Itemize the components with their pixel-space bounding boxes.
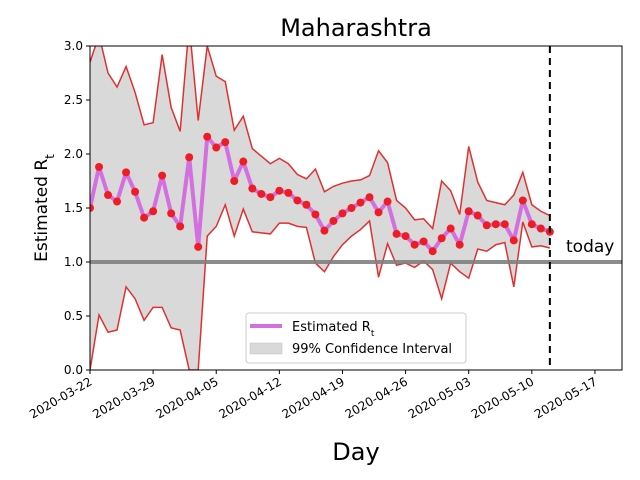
- estimate-point: [356, 198, 365, 207]
- today-label: today: [566, 237, 614, 257]
- estimate-point: [401, 232, 410, 241]
- y-axis-label-main: Estimated R: [32, 159, 52, 262]
- estimate-point: [239, 157, 248, 166]
- y-tick-label: 0.5: [64, 309, 83, 323]
- estimate-point: [536, 224, 545, 233]
- y-tick-label: 3.0: [64, 39, 83, 53]
- estimate-point: [90, 204, 94, 212]
- estimate-point: [518, 196, 527, 205]
- x-tick-label: 2020-03-22: [27, 374, 94, 421]
- estimate-point: [437, 234, 446, 243]
- ci-band: [90, 46, 550, 370]
- estimate-point: [131, 187, 140, 196]
- estimate-point: [338, 209, 347, 218]
- estimate-point: [320, 226, 329, 235]
- estimate-point: [140, 213, 149, 222]
- estimate-point: [185, 153, 194, 162]
- x-tick-label: 2020-04-05: [153, 374, 220, 421]
- estimate-point: [122, 168, 131, 177]
- estimate-point: [392, 229, 401, 238]
- legend-box: [245, 312, 467, 364]
- estimate-point: [491, 220, 500, 229]
- estimate-point: [419, 237, 428, 246]
- estimate-point: [347, 204, 356, 212]
- estimate-point: [194, 242, 203, 251]
- x-tick-label: 2020-03-29: [90, 374, 157, 421]
- estimate-point: [527, 220, 536, 229]
- y-axis-label: Estimated Rt: [32, 154, 57, 262]
- estimate-point: [329, 216, 338, 225]
- estimate-point: [203, 132, 212, 141]
- estimate-point: [95, 162, 104, 171]
- legend-estimate-label-main: Estimated R: [292, 320, 371, 335]
- estimate-point: [410, 240, 419, 249]
- y-tick-label: 2.0: [64, 147, 83, 161]
- estimate-point: [257, 189, 266, 198]
- estimate-point: [302, 200, 311, 209]
- legend-estimate-label: Estimated Rt: [292, 320, 375, 339]
- legend-ci-swatch: [249, 342, 283, 355]
- estimate-point: [158, 171, 167, 180]
- x-axis-label: Day: [332, 438, 379, 466]
- x-tick-label: 2020-05-10: [469, 374, 536, 421]
- estimate-point: [374, 208, 383, 217]
- estimate-point: [500, 220, 509, 229]
- estimate-point: [284, 188, 293, 197]
- estimate-point: [113, 197, 122, 206]
- estimate-point: [275, 186, 284, 195]
- estimate-point: [446, 224, 455, 233]
- estimate-point: [482, 221, 491, 230]
- legend: Estimated Rt 99% Confidence Interval: [245, 312, 467, 364]
- estimate-point: [383, 197, 392, 206]
- legend-estimate-label-sub: t: [371, 329, 375, 339]
- x-tick-label: 2020-04-26: [343, 374, 410, 421]
- estimate-point: [221, 138, 230, 147]
- legend-ci-label: 99% Confidence Interval: [292, 342, 452, 357]
- estimate-point: [428, 247, 437, 256]
- estimate-point: [473, 211, 482, 220]
- estimate-point: [311, 210, 320, 219]
- ci-upper-line: [90, 46, 551, 231]
- y-tick-label: 2.5: [64, 93, 83, 107]
- x-tick-label: 2020-04-12: [216, 374, 283, 421]
- estimate-point: [167, 209, 176, 218]
- estimate-point: [104, 191, 113, 200]
- x-tick-label: 2020-05-17: [532, 374, 599, 421]
- estimate-line: [90, 134, 552, 254]
- estimate-point: [149, 207, 158, 216]
- y-tick-label: 1.0: [64, 255, 83, 269]
- estimate-point: [230, 177, 239, 185]
- estimate-point: [212, 143, 221, 152]
- estimate-point: [266, 193, 275, 202]
- y-tick-label: 0.0: [64, 363, 83, 377]
- x-tick-label: 2020-05-03: [406, 374, 473, 421]
- estimate-point: [464, 207, 473, 216]
- y-axis-label-sub: t: [43, 154, 57, 159]
- estimate-point: [509, 236, 518, 245]
- estimate-point: [293, 196, 302, 205]
- chart-title: Maharashtra: [280, 14, 432, 42]
- estimate-point: [365, 193, 374, 202]
- estimate-point: [248, 184, 257, 193]
- estimate-point: [176, 222, 185, 231]
- estimate-point: [455, 240, 464, 249]
- x-tick-label: 2020-04-19: [280, 374, 347, 421]
- y-tick-label: 1.5: [64, 201, 83, 215]
